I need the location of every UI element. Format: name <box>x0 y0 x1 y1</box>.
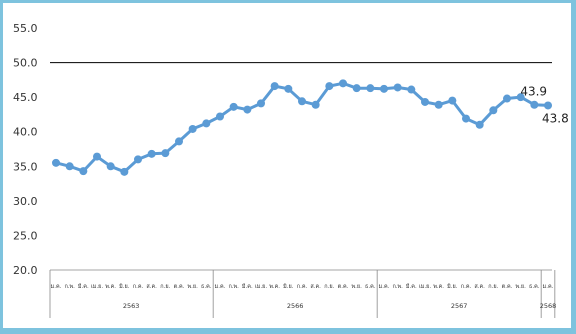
x-tick-label: พ.ย. <box>515 284 526 290</box>
x-tick-label: ก.ย. <box>160 284 170 290</box>
data-point <box>284 84 293 93</box>
x-tick-label: ก.ค. <box>133 284 144 290</box>
data-point <box>393 83 402 92</box>
data-point <box>202 119 211 128</box>
data-point <box>229 102 238 111</box>
x-tick-label: ม.ค. <box>51 284 62 290</box>
y-tick-label: 25.0 <box>13 229 38 242</box>
data-point <box>65 162 74 171</box>
y-tick-label: 45.0 <box>13 91 38 104</box>
x-tick-label: มี.ค. <box>242 283 253 290</box>
x-tick-label: ม.ค. <box>215 284 226 290</box>
data-point <box>475 120 484 129</box>
data-point <box>120 167 129 176</box>
x-tick-label: เม.ย. <box>255 284 267 290</box>
x-tick-label: มิ.ย. <box>119 283 130 290</box>
data-point <box>106 162 115 171</box>
x-tick-label: ส.ค. <box>146 283 157 290</box>
data-point <box>216 112 224 121</box>
y-tick-label: 40.0 <box>13 126 38 139</box>
x-tick-label: ม.ค. <box>379 284 390 290</box>
data-point <box>421 97 429 106</box>
x-tick-label: ส.ค. <box>310 283 321 290</box>
x-tick-label: พ.ค. <box>433 284 444 290</box>
x-tick-label: ก.ย. <box>324 284 334 290</box>
year-label: 2568 <box>540 302 557 310</box>
data-point <box>380 84 388 93</box>
y-tick-label: 30.0 <box>13 195 38 208</box>
chart-frame <box>3 3 571 328</box>
data-point <box>147 149 156 158</box>
x-tick-label: พ.ย. <box>187 284 198 290</box>
y-tick-label: 20.0 <box>13 264 38 277</box>
data-point <box>325 82 334 91</box>
data-point <box>339 79 347 88</box>
data-point <box>161 149 170 158</box>
x-tick-label: พ.ค. <box>105 284 116 290</box>
x-tick-label: เม.ย. <box>419 284 431 290</box>
x-tick-label: ธ.ค. <box>201 283 212 290</box>
data-point <box>434 100 443 109</box>
data-label: 43.8 <box>542 111 569 125</box>
x-tick-label: มี.ค. <box>78 283 89 290</box>
data-label: 43.9 <box>520 85 547 99</box>
x-tick-label: มิ.ย. <box>447 283 458 290</box>
data-point <box>352 84 361 93</box>
x-tick-label: ต.ค. <box>338 284 349 290</box>
data-point <box>311 100 320 109</box>
data-point <box>243 105 252 114</box>
data-point <box>79 167 88 176</box>
year-label: 2567 <box>451 302 468 310</box>
data-point <box>175 137 183 146</box>
y-tick-label: 55.0 <box>13 22 38 35</box>
x-tick-label: ก.ย. <box>488 284 498 290</box>
data-point <box>52 158 60 167</box>
data-point <box>516 93 525 102</box>
year-label: 2563 <box>123 302 140 310</box>
x-tick-label: ม.ค. <box>543 284 554 290</box>
x-tick-label: ธ.ค. <box>365 283 376 290</box>
data-point <box>407 85 416 94</box>
data-point <box>530 100 539 109</box>
year-label: 2566 <box>287 302 304 310</box>
data-point <box>93 152 101 161</box>
x-tick-label: พ.ย. <box>351 284 362 290</box>
data-point <box>544 101 552 110</box>
data-point <box>448 96 457 105</box>
y-tick-label: 50.0 <box>13 57 38 70</box>
x-tick-label: เม.ย. <box>91 284 103 290</box>
data-point <box>503 94 511 103</box>
x-tick-label: พ.ค. <box>269 284 280 290</box>
x-tick-label: ก.ค. <box>461 284 472 290</box>
x-tick-label: ต.ค. <box>502 284 513 290</box>
x-tick-label: ก.พ. <box>392 284 403 290</box>
x-tick-label: ส.ค. <box>474 283 485 290</box>
data-point <box>298 97 306 106</box>
x-tick-label: ก.ค. <box>297 284 308 290</box>
y-tick-label: 35.0 <box>13 160 38 173</box>
series-line <box>54 81 550 174</box>
x-tick-label: ก.พ. <box>228 284 239 290</box>
data-point <box>188 124 197 133</box>
x-tick-label: มิ.ย. <box>283 283 294 290</box>
data-point <box>257 99 265 108</box>
x-tick-label: ต.ค. <box>174 284 185 290</box>
x-tick-label: ก.พ. <box>64 284 75 290</box>
data-point <box>366 84 375 93</box>
data-point <box>489 106 498 115</box>
data-point <box>462 114 470 123</box>
data-point <box>270 82 279 91</box>
x-tick-label: มี.ค. <box>406 283 417 290</box>
x-tick-label: ธ.ค. <box>529 283 540 290</box>
data-point <box>134 155 142 164</box>
